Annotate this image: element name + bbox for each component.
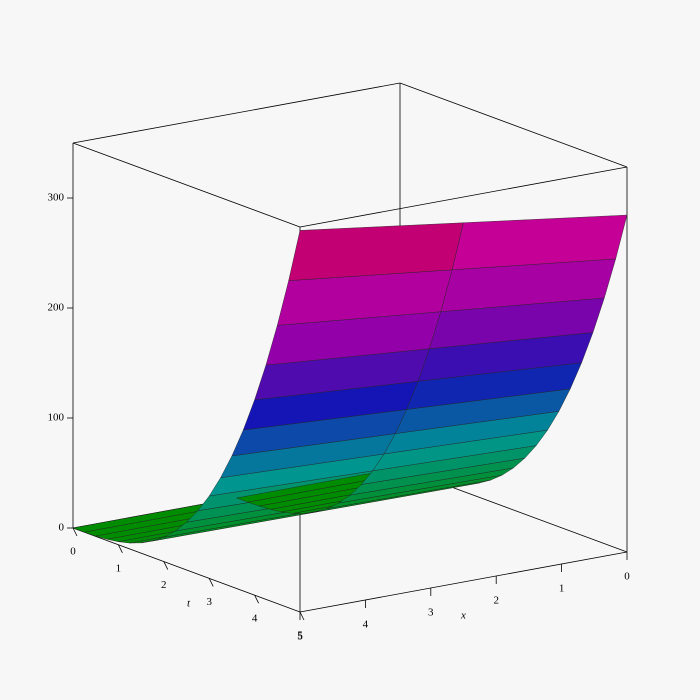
- box-edge: [299, 551, 628, 613]
- t-tick-label: 2: [161, 579, 167, 591]
- x-tick-label: 5: [297, 631, 303, 643]
- box-edge: [72, 142, 301, 228]
- t-tick: [208, 578, 214, 587]
- x-axis-label: x: [460, 610, 466, 622]
- box-edge: [299, 166, 628, 228]
- z-tick-label: 0: [59, 522, 65, 534]
- x-tick-label: 4: [363, 619, 369, 631]
- x-tick-label: 1: [559, 583, 565, 595]
- t-tick-label: 3: [206, 596, 212, 608]
- t-tick: [163, 561, 169, 570]
- z-tick-label: 100: [48, 412, 65, 424]
- box-edge: [72, 82, 401, 144]
- x-tick-label: 2: [493, 595, 499, 607]
- t-tick: [299, 611, 305, 621]
- t-tick-label: 1: [116, 562, 122, 574]
- x-tick-label: 3: [428, 607, 434, 619]
- t-axis-label: t: [187, 598, 191, 610]
- z-tick-label: 300: [48, 192, 65, 204]
- box-edge: [72, 527, 301, 613]
- surface-patch: [451, 214, 628, 271]
- t-tick-label: 0: [70, 546, 76, 558]
- x-tick-label: 0: [624, 571, 630, 583]
- t-tick: [254, 595, 259, 604]
- box-edge: [399, 82, 628, 168]
- t-tick-label: 4: [252, 613, 258, 625]
- t-tick: [118, 544, 123, 553]
- t-tick-label: 5: [297, 630, 303, 642]
- t-tick: [72, 527, 78, 537]
- z-tick-label: 200: [48, 302, 65, 314]
